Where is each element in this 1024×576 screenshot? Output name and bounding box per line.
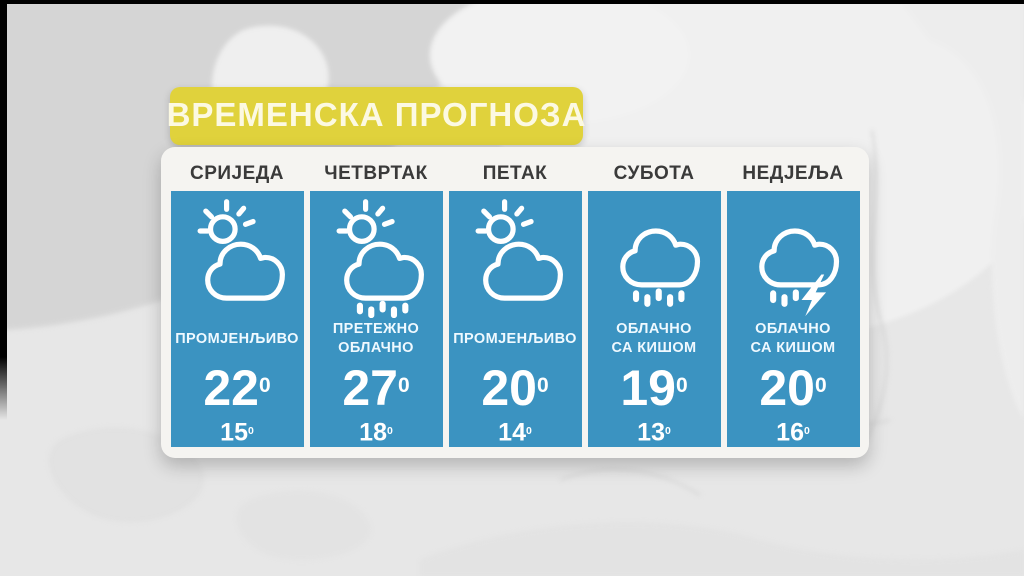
letterbox-left-edge — [0, 0, 7, 420]
high-temperature: 200 — [481, 360, 549, 417]
low-temperature: 150 — [220, 418, 254, 447]
forecast-cards-row: ПРОМЈЕНЉИВО 220 150 П — [161, 191, 869, 447]
sun-behind-cloud-icon — [185, 195, 289, 319]
day-label: СУБОТА — [613, 163, 695, 184]
condition-text: ПРОМЈЕНЉИВО — [453, 330, 577, 347]
low-temperature: 160 — [776, 418, 810, 447]
page-title: ВРЕМЕНСКА ПРОГНОЗА — [166, 96, 587, 133]
degree-symbol: 0 — [247, 425, 254, 438]
sun-behind-cloud-icon — [463, 195, 567, 319]
high-temperature: 220 — [203, 360, 271, 417]
condition-text: ОБЛАЧНО СА КИШОМ — [750, 321, 836, 356]
degree-symbol: 0 — [397, 374, 410, 397]
cloud-rain-lightning-icon — [741, 195, 845, 319]
day-label: ЧЕТВРТАК — [324, 163, 428, 184]
forecast-card-wednesday: ПРОМЈЕНЉИВО 220 150 — [170, 191, 304, 447]
degree-symbol: 0 — [536, 374, 549, 397]
degree-symbol: 0 — [525, 425, 532, 438]
day-label: ПЕТАК — [482, 163, 548, 184]
letterbox-top-edge — [0, 0, 1024, 4]
low-temperature: 140 — [498, 418, 532, 447]
day-label: НЕДЈЕЉА — [742, 163, 844, 184]
degree-symbol: 0 — [675, 374, 688, 397]
day-label: СРИЈЕДА — [189, 163, 285, 184]
condition-text: ОБЛАЧНО СА КИШОМ — [611, 321, 697, 356]
forecast-card-saturday: ОБЛАЧНО СА КИШОМ 190 130 — [587, 191, 721, 447]
degree-symbol: 0 — [386, 425, 393, 438]
degree-symbol: 0 — [258, 374, 271, 397]
sun-cloud-rain-icon — [324, 195, 428, 319]
forecast-card-friday: ПРОМЈЕНЉИВО 200 140 — [448, 191, 582, 447]
cloud-rain-icon — [602, 195, 706, 319]
day-names-row: СРИЈЕДА ЧЕТВРТАК ПЕТАК СУБОТА НЕДЈЕЉА — [161, 159, 869, 191]
degree-symbol: 0 — [803, 425, 810, 438]
low-temperature: 180 — [359, 418, 393, 447]
degree-symbol: 0 — [664, 425, 671, 438]
condition-text: ПРЕТЕЖНО ОБЛАЧНО — [332, 321, 420, 356]
forecast-card-thursday: ПРЕТЕЖНО ОБЛАЧНО 270 180 — [309, 191, 443, 447]
high-temperature: 270 — [342, 360, 410, 417]
degree-symbol: 0 — [814, 374, 827, 397]
high-temperature: 200 — [759, 360, 827, 417]
low-temperature: 130 — [637, 418, 671, 447]
forecast-card-sunday: ОБЛАЧНО СА КИШОМ 200 160 — [726, 191, 860, 447]
forecast-panel: СРИЈЕДА ЧЕТВРТАК ПЕТАК СУБОТА НЕДЈЕЉА ПР… — [161, 147, 869, 458]
high-temperature: 190 — [620, 360, 688, 417]
title-banner: ВРЕМЕНСКА ПРОГНОЗА — [167, 87, 585, 145]
condition-text: ПРОМЈЕНЉИВО — [175, 330, 299, 347]
